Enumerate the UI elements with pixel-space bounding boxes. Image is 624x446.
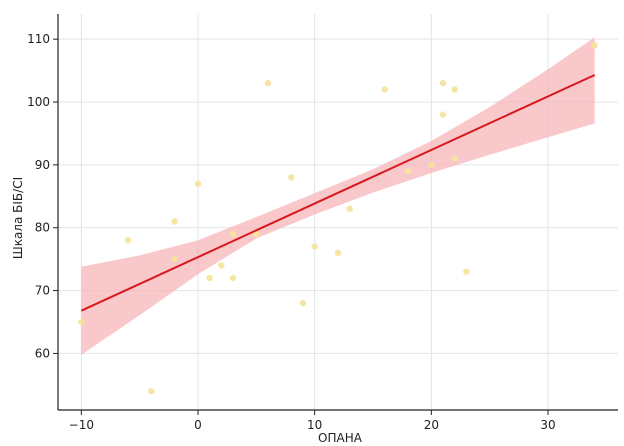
data-point <box>346 205 353 213</box>
x-tick-label: −10 <box>69 418 94 432</box>
data-point <box>229 230 237 238</box>
regression-line <box>80 74 596 312</box>
y-tick-label: 60 <box>35 346 50 360</box>
data-point <box>451 155 458 162</box>
data-point <box>591 42 598 49</box>
axes <box>53 14 618 415</box>
data-point <box>218 262 225 269</box>
data-point <box>229 274 237 282</box>
data-point <box>451 86 458 93</box>
x-axis-title: ОПАНА <box>318 431 363 445</box>
grid <box>58 14 618 410</box>
x-tick-label: 10 <box>307 418 322 432</box>
data-point <box>381 86 388 93</box>
confidence-band-layer <box>81 37 595 355</box>
data-point <box>171 255 178 263</box>
data-point <box>288 174 295 181</box>
y-axis-title: Шкала БІБ/СІ <box>11 177 25 259</box>
data-point <box>206 274 213 282</box>
data-points <box>78 42 598 395</box>
data-point <box>171 218 178 225</box>
y-tick-label: 80 <box>35 221 50 235</box>
data-point <box>124 237 132 244</box>
tick-labels: −10 0 10 20 30 60 70 80 90 100 110 <box>27 32 556 432</box>
data-point <box>311 243 318 250</box>
data-point <box>264 79 272 87</box>
data-point <box>334 249 342 257</box>
x-tick-label: 20 <box>424 418 439 432</box>
data-point <box>148 387 155 395</box>
y-tick-label: 90 <box>35 158 50 172</box>
data-point <box>78 318 85 326</box>
data-point <box>439 111 447 118</box>
data-point <box>404 167 412 175</box>
y-tick-label: 70 <box>35 284 50 298</box>
data-point <box>194 180 202 187</box>
data-point <box>439 79 447 87</box>
data-point <box>428 161 435 169</box>
y-tick-label: 110 <box>27 32 50 46</box>
data-point <box>253 230 260 238</box>
confidence-band <box>81 37 595 355</box>
data-point <box>299 299 307 307</box>
x-tick-label: 30 <box>540 418 555 432</box>
regression-line-layer <box>80 74 596 312</box>
y-tick-label: 100 <box>27 95 50 109</box>
x-tick-label: 0 <box>194 418 202 432</box>
data-point <box>463 268 470 275</box>
